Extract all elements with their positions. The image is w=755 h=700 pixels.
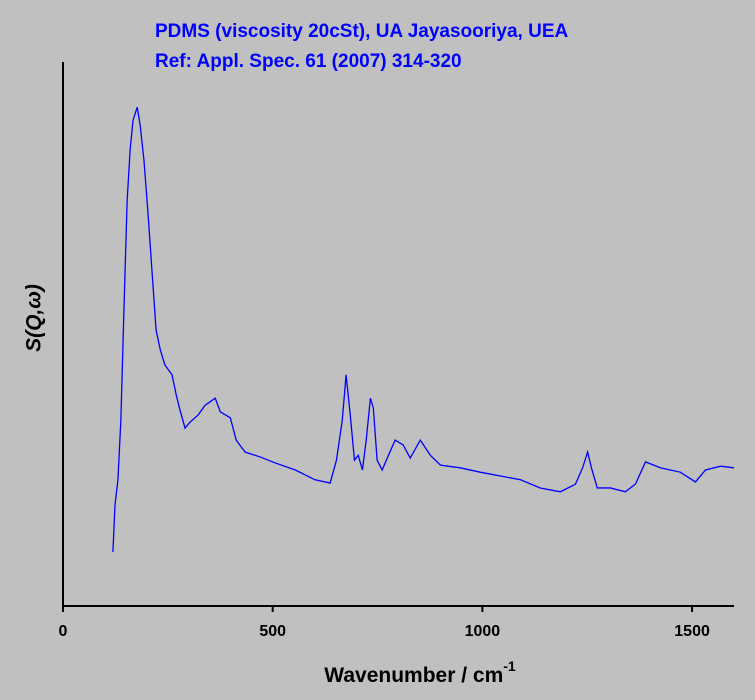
chart-title: PDMS (viscosity 20cSt), UA Jayasooriya, …	[155, 21, 569, 42]
x-tick-label: 1500	[674, 623, 710, 640]
chart-subtitle: Ref: Appl. Spec. 61 (2007) 314-320	[155, 51, 462, 72]
y-axis-label: S(Q,ω)	[23, 284, 46, 352]
x-axis-label-sup: -1	[503, 658, 516, 674]
x-axis-label-main: Wavenumber / cm	[324, 664, 503, 687]
x-axis-label: Wavenumber / cm-1	[324, 658, 516, 687]
x-tick-label: 1000	[465, 623, 501, 640]
data-line	[112, 106, 735, 553]
x-tick-label: 0	[59, 623, 68, 640]
x-tick-label: 500	[259, 623, 286, 640]
